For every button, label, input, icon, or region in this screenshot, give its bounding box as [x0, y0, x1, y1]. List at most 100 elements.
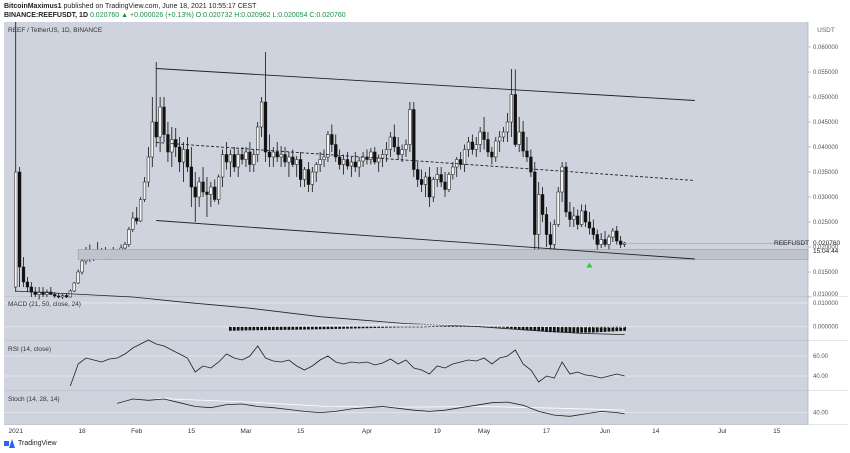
candle[interactable]	[462, 144, 467, 173]
candle[interactable]	[517, 117, 521, 152]
candle[interactable]	[345, 152, 350, 170]
candle[interactable]	[259, 97, 264, 137]
tradingview-logo[interactable]: TradingView	[4, 439, 57, 448]
candle[interactable]	[580, 204, 584, 228]
candle[interactable]	[482, 117, 486, 150]
candle[interactable]	[443, 172, 447, 197]
candle[interactable]	[72, 282, 76, 292]
candle[interactable]	[224, 142, 229, 170]
candle[interactable]	[486, 132, 490, 157]
candle[interactable]	[205, 177, 209, 217]
candle[interactable]	[189, 147, 193, 207]
macd-signal-line[interactable]	[230, 324, 625, 328]
candle[interactable]	[201, 167, 205, 197]
candle[interactable]	[373, 147, 377, 165]
candle[interactable]	[412, 102, 416, 177]
support-zone[interactable]	[77, 249, 809, 260]
candle[interactable]	[459, 152, 463, 170]
candle[interactable]	[478, 127, 482, 152]
candle[interactable]	[498, 131, 502, 152]
candle[interactable]	[540, 187, 545, 222]
candle[interactable]	[318, 152, 322, 172]
candle[interactable]	[80, 257, 84, 275]
candle[interactable]	[583, 204, 588, 228]
candle[interactable]	[611, 228, 615, 242]
candle[interactable]	[314, 162, 318, 182]
candle[interactable]	[244, 147, 248, 167]
stoch-price-axis[interactable]	[808, 391, 848, 425]
candle[interactable]	[21, 257, 26, 287]
candle[interactable]	[41, 287, 45, 297]
candle[interactable]	[349, 157, 353, 177]
candle[interactable]	[209, 182, 213, 207]
candle[interactable]	[388, 132, 393, 157]
channel-lower-line[interactable]	[156, 220, 695, 260]
candle[interactable]	[607, 234, 611, 250]
candle[interactable]	[174, 128, 178, 157]
candle[interactable]	[529, 149, 533, 178]
candle[interactable]	[76, 269, 80, 285]
candle[interactable]	[326, 131, 330, 162]
candle[interactable]	[306, 162, 311, 192]
candle[interactable]	[135, 207, 139, 225]
candle[interactable]	[595, 229, 599, 250]
candle[interactable]	[302, 167, 307, 187]
candle[interactable]	[447, 172, 451, 192]
candle[interactable]	[193, 172, 197, 222]
candle[interactable]	[150, 97, 154, 167]
candle[interactable]	[299, 152, 303, 187]
candle[interactable]	[513, 69, 517, 148]
candle[interactable]	[252, 149, 256, 173]
candle[interactable]	[287, 152, 291, 177]
candle[interactable]	[501, 127, 506, 142]
candle[interactable]	[377, 154, 381, 173]
candle[interactable]	[408, 102, 412, 152]
macd-panel[interactable]	[4, 297, 808, 341]
candle[interactable]	[599, 233, 603, 248]
candle[interactable]	[197, 177, 201, 207]
candle[interactable]	[45, 289, 49, 298]
candle[interactable]	[603, 231, 607, 247]
stoch-panel[interactable]	[4, 391, 808, 425]
author-name[interactable]: BitcoinMaximus1	[4, 3, 62, 10]
candle[interactable]	[505, 113, 510, 142]
candle[interactable]	[60, 294, 65, 299]
candle[interactable]	[232, 147, 236, 172]
candle[interactable]	[509, 69, 513, 137]
candle[interactable]	[537, 182, 541, 257]
candle[interactable]	[552, 219, 556, 250]
candle[interactable]	[267, 134, 272, 168]
time-axis[interactable]	[4, 425, 848, 437]
candle[interactable]	[521, 121, 525, 157]
candle[interactable]	[236, 149, 240, 178]
candle[interactable]	[474, 137, 478, 157]
candle[interactable]	[57, 293, 61, 299]
candle[interactable]	[560, 162, 564, 202]
candle[interactable]	[279, 146, 283, 167]
candle[interactable]	[396, 137, 400, 160]
candle[interactable]	[494, 137, 498, 162]
candle[interactable]	[248, 142, 252, 172]
stoch-k-line[interactable]	[117, 398, 625, 417]
candle[interactable]	[213, 179, 217, 203]
macd-line[interactable]	[15, 290, 625, 335]
candle[interactable]	[334, 134, 338, 163]
candle[interactable]	[419, 169, 424, 193]
candle[interactable]	[568, 202, 572, 227]
candle[interactable]	[158, 97, 162, 152]
candle[interactable]	[544, 207, 549, 247]
candle[interactable]	[217, 174, 221, 205]
candle[interactable]	[263, 52, 268, 162]
candle[interactable]	[435, 167, 439, 187]
candle[interactable]	[353, 152, 357, 172]
candle[interactable]	[154, 62, 158, 147]
candle[interactable]	[466, 137, 471, 157]
candle[interactable]	[556, 187, 560, 227]
candle[interactable]	[283, 147, 287, 167]
candle[interactable]	[431, 177, 435, 202]
candle[interactable]	[330, 124, 334, 153]
candle[interactable]	[619, 236, 623, 248]
candle[interactable]	[622, 242, 627, 247]
candle[interactable]	[181, 142, 186, 182]
